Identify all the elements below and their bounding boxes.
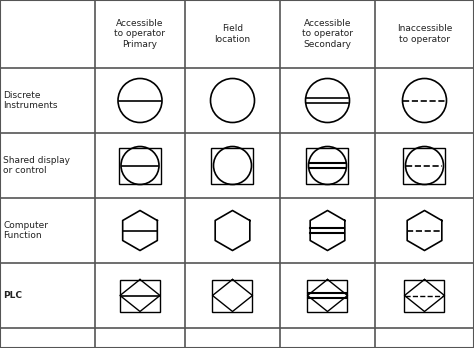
Bar	[307, 148, 348, 183]
Bar	[404, 279, 445, 311]
Bar	[308, 279, 347, 311]
Bar	[120, 279, 160, 311]
Text: Field
location: Field location	[214, 24, 251, 44]
Text: Computer
Function: Computer Function	[3, 221, 48, 240]
Text: Accessible
to operator
Primary: Accessible to operator Primary	[115, 19, 165, 49]
Bar	[119, 148, 161, 183]
Text: PLC: PLC	[3, 291, 22, 300]
Bar	[212, 279, 253, 311]
Bar	[211, 148, 254, 183]
Bar	[403, 148, 446, 183]
Text: Shared display
or control: Shared display or control	[3, 156, 70, 175]
Text: Inaccessible
to operator: Inaccessible to operator	[397, 24, 452, 44]
Text: Accessible
to operator
Secondary: Accessible to operator Secondary	[302, 19, 353, 49]
Text: Discrete
Instruments: Discrete Instruments	[3, 91, 57, 110]
